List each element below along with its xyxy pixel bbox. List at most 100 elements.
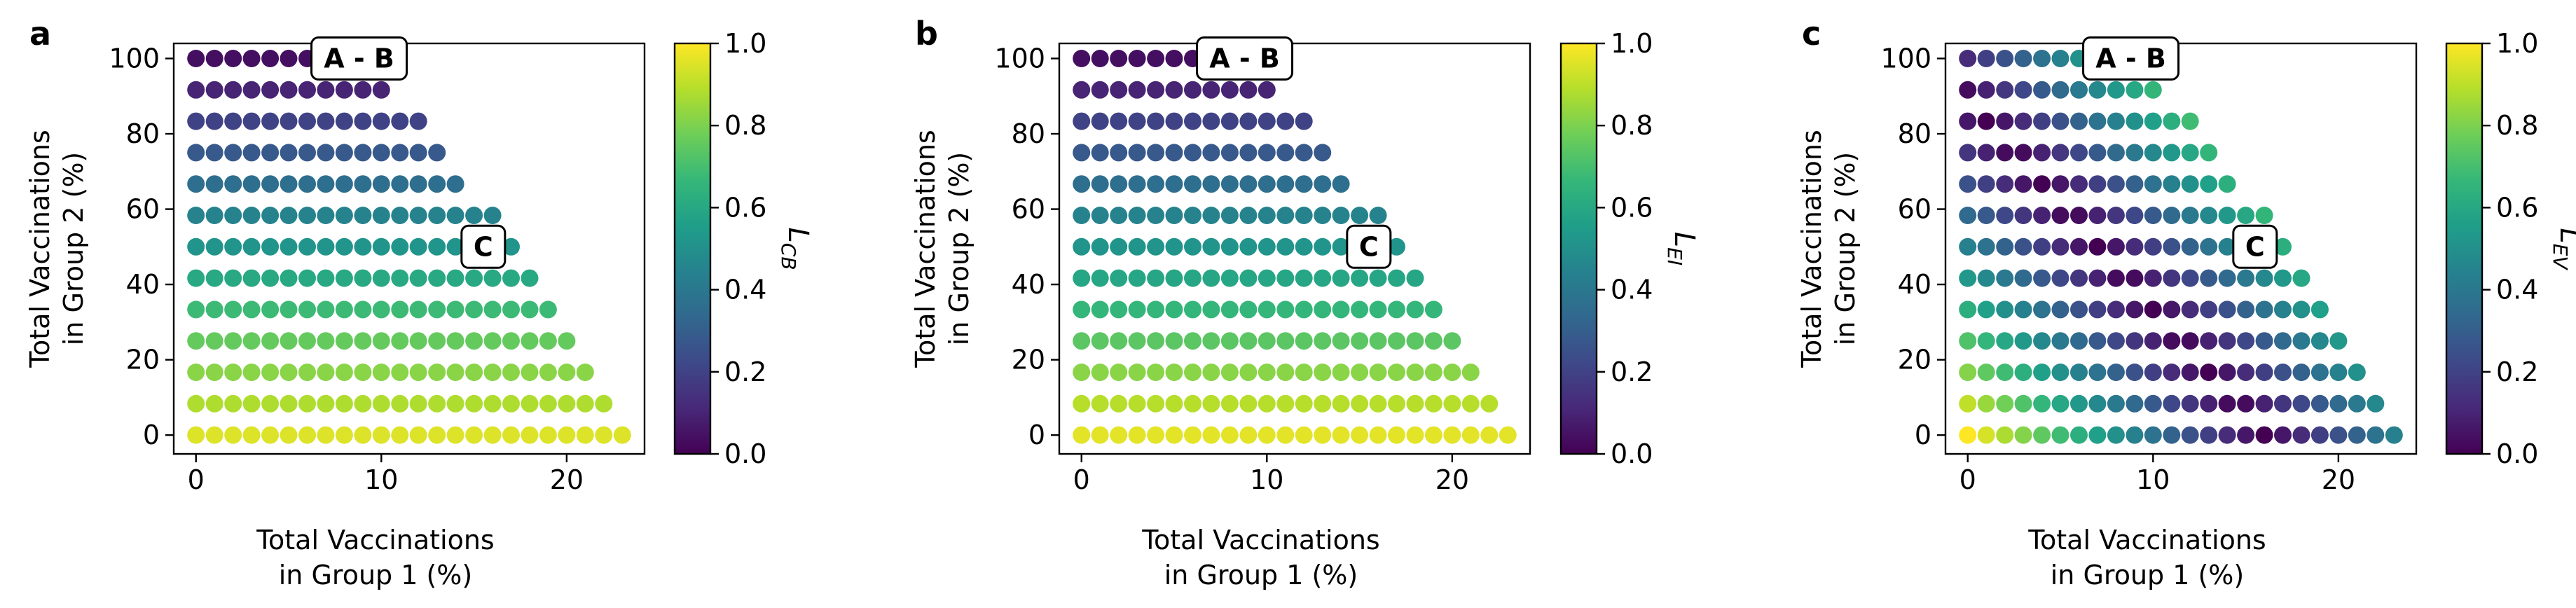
scatter-point xyxy=(2292,300,2310,319)
scatter-point xyxy=(2200,332,2218,350)
scatter-point xyxy=(521,332,539,350)
scatter-point xyxy=(2255,269,2273,287)
scatter-point xyxy=(558,364,576,381)
scatter-point xyxy=(2181,269,2199,287)
scatter-point xyxy=(354,112,372,130)
scatter-point xyxy=(465,394,483,413)
scatter-point xyxy=(1314,207,1332,224)
scatter-point xyxy=(261,364,280,381)
x-tick-label: 20 xyxy=(2322,464,2355,495)
scatter-point xyxy=(1295,332,1313,350)
scatter-point xyxy=(335,112,353,130)
scatter-point xyxy=(1239,394,1258,413)
scatter-point xyxy=(2088,300,2107,319)
scatter-point xyxy=(261,237,280,256)
scatter-point xyxy=(2310,426,2329,444)
scatter-point xyxy=(1276,207,1295,224)
scatter-point xyxy=(1959,332,1977,350)
scatter-point xyxy=(2200,364,2218,381)
scatter-point xyxy=(1332,300,1350,319)
scatter-point xyxy=(2126,207,2144,224)
scatter-point xyxy=(1165,175,1183,193)
scatter-point xyxy=(2163,364,2181,381)
scatter-point xyxy=(1128,50,1146,67)
scatter-point xyxy=(2237,394,2255,413)
scatter-point xyxy=(2218,394,2236,413)
scatter-point xyxy=(2070,332,2088,350)
scatter-point xyxy=(2107,144,2125,162)
scatter-point xyxy=(1977,332,1995,350)
scatter-point xyxy=(1314,175,1332,193)
scatter-point xyxy=(595,394,613,413)
scatter-point xyxy=(2163,332,2181,350)
scatter-point xyxy=(1128,300,1146,319)
scatter-point xyxy=(2292,364,2310,381)
scatter-point xyxy=(1406,300,1424,319)
colorbar-tick-label: 1.0 xyxy=(1611,28,1653,59)
scatter-point xyxy=(2126,81,2144,99)
scatter-point xyxy=(391,269,409,287)
scatter-point xyxy=(2014,237,2032,256)
scatter-point xyxy=(1202,269,1220,287)
scatter-point xyxy=(1443,426,1461,444)
scatter-point xyxy=(1239,332,1258,350)
scatter-point xyxy=(502,269,520,287)
x-tick-label: 20 xyxy=(550,464,584,495)
scatter-point xyxy=(2088,144,2107,162)
scatter-point xyxy=(1276,175,1295,193)
scatter-point xyxy=(205,112,223,130)
scatter-point xyxy=(1369,207,1387,224)
scatter-point xyxy=(1959,426,1977,444)
annotation-box: A - B xyxy=(310,36,408,81)
scatter-point xyxy=(224,332,242,350)
scatter-point xyxy=(1239,300,1258,319)
scatter-point xyxy=(2051,144,2069,162)
scatter-point xyxy=(317,144,335,162)
scatter-point xyxy=(354,237,372,256)
colorbar-tick-label: 0.2 xyxy=(724,357,766,387)
scatter-point xyxy=(2163,426,2181,444)
scatter-point xyxy=(2274,300,2292,319)
scatter-point xyxy=(1996,237,2014,256)
scatter-point xyxy=(446,364,464,381)
scatter-point xyxy=(1220,269,1239,287)
annotation-box: C xyxy=(1346,224,1392,269)
scatter-point xyxy=(1165,364,1183,381)
scatter-point xyxy=(2255,207,2273,224)
scatter-point xyxy=(1424,364,1442,381)
colorbar-tick-label: 0.8 xyxy=(1611,110,1653,141)
annotation-label: A - B xyxy=(2095,43,2166,74)
scatter-point xyxy=(558,332,576,350)
x-tick-label: 10 xyxy=(364,464,398,495)
scatter-point xyxy=(428,269,446,287)
scatter-point xyxy=(391,332,409,350)
scatter-point xyxy=(2126,175,2144,193)
scatter-point xyxy=(1959,364,1977,381)
scatter-point xyxy=(1073,269,1091,287)
scatter-point xyxy=(1220,144,1239,162)
scatter-point xyxy=(446,394,464,413)
scatter-point xyxy=(1147,112,1165,130)
scatter-point xyxy=(224,112,242,130)
scatter-point xyxy=(1091,112,1109,130)
scatter-point xyxy=(2070,207,2088,224)
scatter-point xyxy=(1147,50,1165,67)
scatter-point xyxy=(1388,332,1405,350)
scatter-point xyxy=(391,112,409,130)
scatter-point xyxy=(428,175,446,193)
scatter-point xyxy=(1959,394,1977,413)
scatter-point xyxy=(1220,175,1239,193)
colorbar: 0.0 0.2 0.4 0.6 0.8 1.0 LEI xyxy=(1559,28,1700,469)
y-tick-label: 100 xyxy=(994,43,1045,74)
scatter-point xyxy=(2033,300,2051,319)
scatter-point xyxy=(1977,50,1995,67)
scatter-point xyxy=(1110,269,1128,287)
scatter-point xyxy=(558,394,576,413)
scatter-point xyxy=(2070,81,2088,99)
scatter-point xyxy=(2051,426,2069,444)
scatter-point xyxy=(1332,426,1350,444)
scatter-point xyxy=(1996,394,2014,413)
scatter-point xyxy=(335,175,353,193)
scatter-point xyxy=(2237,207,2255,224)
scatter-point xyxy=(576,394,594,413)
